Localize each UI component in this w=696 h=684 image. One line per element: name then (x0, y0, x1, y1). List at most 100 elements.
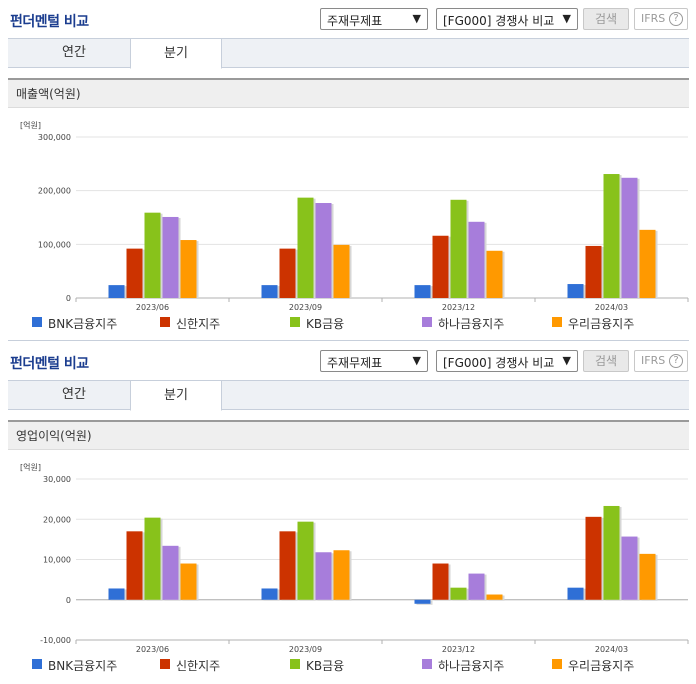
peer-group-select-value: [FG000] 경쟁사 비교 (443, 356, 555, 370)
ifrs-button[interactable]: IFRS ? (634, 8, 688, 30)
y-tick-label: 100,000 (38, 240, 71, 249)
panel-header: 펀더멘털 비교 주재무제표 ▼ [FG000] 경쟁사 비교 ▼ 검색 IFRS… (0, 342, 696, 376)
statement-select[interactable]: 주재무제표 ▼ (320, 350, 428, 372)
tab-quarterly[interactable]: 분기 (130, 380, 222, 411)
bar (639, 553, 656, 600)
panel-header: 펀더멘털 비교 주재무제표 ▼ [FG000] 경쟁사 비교 ▼ 검색 IFRS… (0, 0, 696, 34)
bar (432, 563, 449, 600)
chart-title: 영업이익(억원) (8, 422, 689, 450)
legend-label: KB금융 (306, 659, 345, 673)
chevron-down-icon: ▼ (562, 354, 571, 367)
fundamental-panel-operating-profit: 펀더멘털 비교 주재무제표 ▼ [FG000] 경쟁사 비교 ▼ 검색 IFRS… (0, 342, 696, 684)
chart-unit-label: [억원] (20, 463, 41, 472)
bar (279, 248, 296, 298)
legend-swatch (422, 659, 432, 669)
bar (414, 285, 431, 298)
search-button[interactable]: 검색 (583, 8, 629, 30)
ifrs-button[interactable]: IFRS ? (634, 350, 688, 372)
bar (450, 199, 467, 298)
bar (108, 285, 125, 298)
tab-quarterly[interactable]: 분기 (130, 38, 222, 69)
y-tick-label: 10,000 (43, 556, 71, 565)
panel-title: 펀더멘털 비교 (10, 356, 89, 372)
revenue-bar-chart: 300,000 200,000 100,000 0 2023/06 2023/09 2023… (38, 133, 689, 312)
bar (450, 587, 467, 600)
legend-swatch (160, 317, 170, 327)
panel-title: 펀더멘털 비교 (10, 14, 89, 30)
legend-swatch (290, 317, 300, 327)
x-tick-label: 2023/06 (136, 645, 169, 654)
bar (162, 216, 179, 298)
legend-swatch (32, 659, 42, 669)
bar (162, 545, 179, 600)
bar (108, 588, 125, 600)
bar (261, 588, 278, 600)
bar (621, 177, 638, 298)
x-tick-label: 2024/03 (595, 303, 628, 312)
bar (585, 516, 602, 600)
chart-legend: BNK금융지주 신한지주 KB금융 하나금융지주 우리금융지주 (8, 657, 689, 673)
tab-annual[interactable]: 연간 (62, 45, 86, 60)
panel-divider (8, 340, 689, 341)
bar (486, 594, 503, 600)
legend-label: BNK금융지주 (48, 317, 118, 331)
help-icon[interactable]: ? (669, 354, 683, 368)
period-tabs: 연간 분기 (8, 380, 689, 411)
x-tick-label: 2024/03 (595, 645, 628, 654)
chevron-down-icon: ▼ (412, 12, 421, 25)
legend-swatch (552, 317, 562, 327)
y-tick-label: 20,000 (43, 515, 71, 524)
bar (297, 197, 314, 298)
bar (603, 505, 620, 600)
y-tick-label: 300,000 (38, 133, 71, 142)
search-button[interactable]: 검색 (583, 350, 629, 372)
revenue-chart: 매출액(억원) [억원] 300,000 200,000 100,000 0 2023/… (8, 78, 689, 338)
operating-profit-bar-chart: 30,000 20,000 10,000 0 -10,000 2023/06 2023/09… (40, 475, 689, 654)
legend-swatch (422, 317, 432, 327)
bar (486, 250, 503, 298)
peer-group-select-value: [FG000] 경쟁사 비교 (443, 14, 555, 28)
x-tick-label: 2023/06 (136, 303, 169, 312)
bar (468, 573, 485, 600)
bar (414, 599, 431, 604)
bar (315, 203, 332, 298)
peer-group-select[interactable]: [FG000] 경쟁사 비교 ▼ (436, 8, 578, 30)
bar (315, 552, 332, 600)
bar (603, 174, 620, 298)
fundamental-panel-revenue: 펀더멘털 비교 주재무제표 ▼ [FG000] 경쟁사 비교 ▼ 검색 IFRS… (0, 0, 696, 340)
legend-swatch (290, 659, 300, 669)
legend-swatch (160, 659, 170, 669)
legend-label: 하나금융지주 (438, 317, 505, 331)
tab-annual[interactable]: 연간 (62, 387, 86, 402)
operating-profit-chart: 영업이익(억원) [억원] 30,000 20,000 10,000 0 -10,000… (8, 420, 689, 682)
chevron-down-icon: ▼ (562, 12, 571, 25)
bar (126, 531, 143, 600)
bar (432, 235, 449, 298)
y-tick-label: -10,000 (40, 636, 71, 645)
y-tick-label: 0 (66, 596, 71, 605)
bar (180, 240, 197, 298)
legend-label: BNK금융지주 (48, 659, 118, 673)
chart-title: 매출액(억원) (8, 80, 689, 108)
peer-group-select[interactable]: [FG000] 경쟁사 비교 ▼ (436, 350, 578, 372)
chart-legend: BNK금융지주 신한지주 KB금융 하나금융지주 우리금융지주 (8, 315, 689, 331)
bar (126, 248, 143, 298)
x-tick-label: 2023/12 (442, 303, 475, 312)
y-tick-label: 200,000 (38, 187, 71, 196)
legend-label: 우리금융지주 (568, 317, 635, 331)
statement-select-value: 주재무제표 (327, 356, 383, 370)
bar (639, 229, 656, 298)
ifrs-label: IFRS (641, 12, 666, 25)
y-tick-label: 30,000 (43, 475, 71, 484)
bar (144, 212, 161, 298)
help-icon[interactable]: ? (669, 12, 683, 26)
legend-label: KB금융 (306, 317, 345, 331)
legend-swatch (32, 317, 42, 327)
statement-select-value: 주재무제표 (327, 14, 383, 28)
statement-select[interactable]: 주재무제표 ▼ (320, 8, 428, 30)
x-tick-label: 2023/09 (289, 303, 322, 312)
bar (468, 221, 485, 298)
ifrs-label: IFRS (641, 354, 666, 367)
legend-label: 신한지주 (176, 659, 221, 673)
period-tabs: 연간 분기 (8, 38, 689, 69)
